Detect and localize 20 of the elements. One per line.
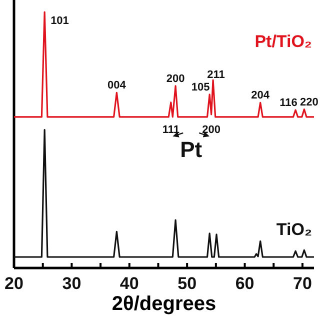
x-tick-label: 50 (178, 274, 197, 294)
annotation: 200 (202, 124, 220, 136)
text: Pt/TiO₂ (254, 32, 312, 51)
annotation: 220 (300, 96, 318, 108)
annotation: 105 (191, 81, 210, 94)
annotation: 116 (280, 97, 298, 110)
annotation: Pt (180, 136, 203, 162)
x-tick-label: 30 (62, 274, 82, 294)
x-tick-label: 40 (120, 274, 139, 294)
series-label: TiO₂ (276, 220, 312, 239)
annotation: 204 (251, 90, 270, 102)
x-tick-label: 60 (235, 274, 254, 294)
x-axis-title: 2θ/degrees (112, 293, 216, 315)
x-tick-label: 20 (4, 274, 24, 294)
annotation: 004 (108, 80, 127, 92)
annotation: 111 (162, 124, 180, 136)
annotation: 200 (166, 72, 185, 85)
annotation: 211 (207, 69, 225, 82)
annotation: 101 (50, 15, 69, 27)
x-tick-label: 70 (293, 274, 312, 294)
